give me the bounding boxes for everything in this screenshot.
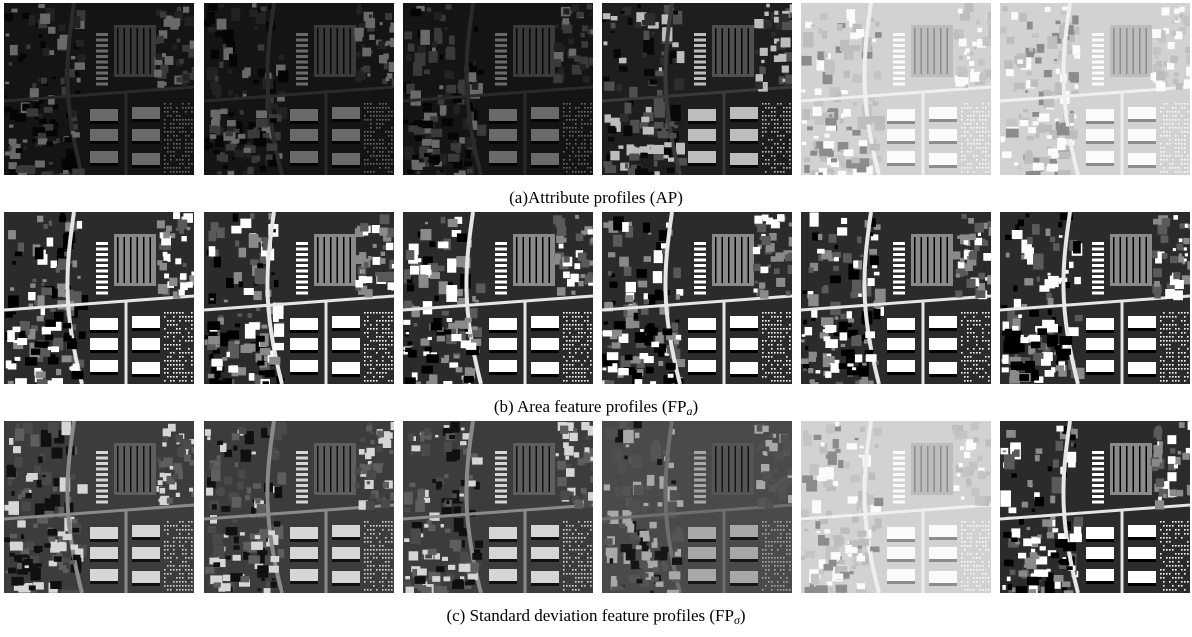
profile-image-ap-2 [204,3,394,175]
profile-image-ap-5 [801,3,991,175]
profile-image-fps-4 [602,421,792,593]
caption-text: (a)Attribute profiles (AP) [509,188,683,207]
profile-image-ap-4 [602,3,792,175]
aerial-image [204,421,394,593]
aerial-image [1000,421,1190,593]
aerial-image [4,3,194,175]
aerial-image [204,3,394,175]
profile-image-fps-5 [801,421,991,593]
caption-text: (c) Standard deviation feature profiles … [446,606,734,625]
aerial-image [801,212,991,384]
profile-image-fps-1 [4,421,194,593]
profile-image-fpa-5 [801,212,991,384]
aerial-image [4,212,194,384]
aerial-image [602,212,792,384]
aerial-image [801,421,991,593]
caption-area-feature-profiles: (b) Area feature profiles (FPa) [0,396,1192,418]
caption-subscript: a [686,404,693,418]
caption-text: (b) Area feature profiles (FP [493,397,687,416]
aerial-image [1000,212,1190,384]
profile-image-ap-6 [1000,3,1190,175]
profile-image-fps-3 [403,421,593,593]
profile-image-fps-2 [204,421,394,593]
profile-image-fpa-2 [204,212,394,384]
caption-std-feature-profiles: (c) Standard deviation feature profiles … [0,605,1192,627]
aerial-image [403,212,593,384]
profile-image-fps-6 [1000,421,1190,593]
aerial-image [4,421,194,593]
aerial-image [602,3,792,175]
aerial-image [602,421,792,593]
profile-image-fpa-3 [403,212,593,384]
aerial-image [1000,3,1190,175]
aerial-image [204,212,394,384]
aerial-image [403,3,593,175]
caption-close: ) [692,397,699,416]
caption-close: ) [739,606,746,625]
profile-image-ap-1 [4,3,194,175]
aerial-image [403,421,593,593]
profile-image-fpa-6 [1000,212,1190,384]
caption-subscript: σ [733,613,740,627]
profile-image-ap-3 [403,3,593,175]
profile-image-fpa-1 [4,212,194,384]
aerial-image [801,3,991,175]
profile-image-fpa-4 [602,212,792,384]
caption-attribute-profiles: (a)Attribute profiles (AP) [0,187,1192,209]
